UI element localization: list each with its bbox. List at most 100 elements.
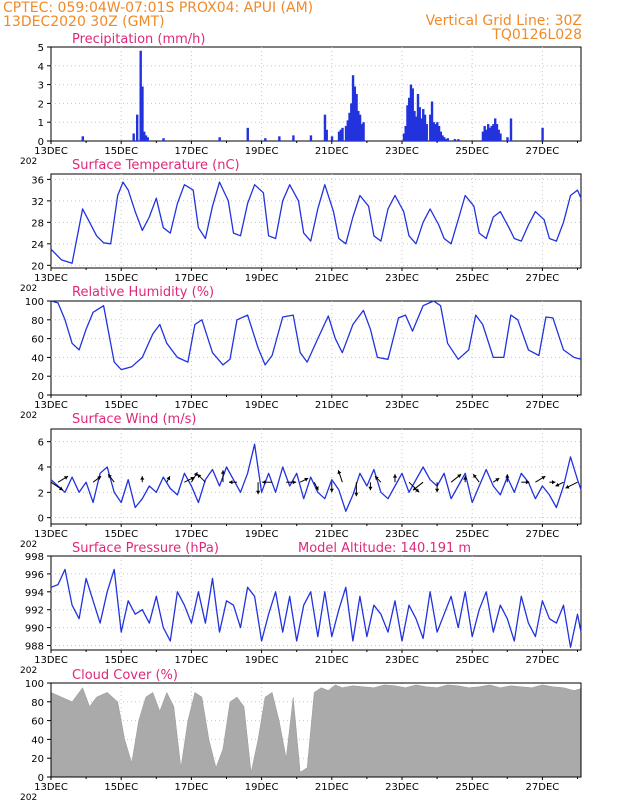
precip-bar	[132, 133, 135, 141]
wind-xtick-label: 25DEC	[455, 529, 489, 540]
precip-bar	[439, 131, 443, 141]
rh-ytick-label: 20	[31, 372, 44, 383]
pressure-xtick-label: 19DEC	[245, 655, 279, 666]
pressure-xtick-sub: 202	[20, 666, 37, 676]
rh-xtick-label: 13DEC	[34, 400, 68, 411]
wind-arrow-head	[292, 480, 297, 485]
precip-xtick-label: 15DEC	[104, 146, 138, 157]
precip-bar	[350, 103, 353, 141]
temp-xtick-label: 19DEC	[245, 273, 279, 284]
precip-bar	[246, 127, 249, 141]
precip-bar	[441, 135, 444, 141]
precip-bar	[406, 105, 409, 141]
rh-xtick-sub: 202	[20, 411, 37, 421]
precip-bar	[495, 124, 499, 141]
rh-title: Relative Humidity (%)	[72, 285, 214, 300]
wind-arrow-head	[337, 470, 342, 475]
wind-arrow-head	[473, 474, 477, 479]
precip-bar	[309, 135, 313, 141]
pressure-frame	[50, 555, 582, 651]
cloud-area	[50, 684, 582, 778]
precip-bar	[339, 129, 342, 141]
pressure-xtick-label: 25DEC	[455, 655, 489, 666]
cloud-ytick-label: 40	[31, 735, 44, 746]
cloud-xtick-label: 15DEC	[104, 782, 138, 793]
precip-bar	[485, 129, 488, 141]
wind-arrow-head	[463, 476, 468, 480]
rh-xtick-label: 27DEC	[526, 400, 560, 411]
precip-bar	[423, 114, 427, 141]
wind-arrow-head	[354, 492, 359, 497]
precip-bar	[135, 114, 139, 141]
wind-ytick-label: 4	[38, 463, 44, 474]
header-line2-right: TQ0126L028	[492, 27, 582, 43]
temp-xtick-label: 15DEC	[104, 273, 138, 284]
wind-arrow-head	[108, 474, 112, 479]
wind-arrow-head	[59, 486, 63, 491]
precip-bar	[143, 131, 146, 141]
cloud-frame-top	[50, 682, 582, 778]
precip-bar	[341, 127, 344, 141]
temp-xtick-label: 27DEC	[526, 273, 560, 284]
rh-xtick-label: 19DEC	[245, 400, 279, 411]
precip-bar	[453, 139, 457, 141]
precip-bar	[325, 129, 328, 141]
temp-ytick-label: 24	[31, 240, 44, 251]
precip-ytick-label: 0	[38, 137, 44, 148]
precip-bar	[323, 114, 327, 141]
precip-bar	[162, 138, 165, 141]
cloud-xtick-label: 23DEC	[385, 782, 419, 793]
precip-ytick-label: 4	[38, 62, 44, 73]
rh-ytick-label: 40	[31, 353, 44, 364]
precip-bar	[360, 124, 364, 141]
precip-bar	[446, 138, 450, 141]
header-line1-right: Vertical Grid Line: 30Z	[425, 13, 582, 29]
precip-bar	[429, 114, 432, 141]
temp-xtick-label: 13DEC	[34, 273, 68, 284]
precip-bar	[425, 124, 428, 141]
rh-ytick-label: 80	[31, 316, 44, 327]
precip-bar	[488, 127, 492, 141]
precip-bar	[483, 125, 486, 141]
wind-xtick-label: 23DEC	[385, 529, 419, 540]
wind-xtick-label: 21DEC	[315, 529, 349, 540]
precip-bar	[497, 129, 500, 141]
wind-arrow-head	[190, 476, 195, 481]
precip-ytick-label: 3	[38, 81, 44, 92]
precip-bar	[81, 136, 84, 141]
precip-bar	[278, 136, 281, 141]
precip-xtick-label: 25DEC	[455, 146, 489, 157]
wind-arrow-head	[140, 476, 145, 480]
wind-xtick-label: 13DEC	[34, 529, 68, 540]
cloud-ytick-label: 80	[31, 698, 44, 709]
cloud-ytick-label: 100	[25, 679, 44, 690]
pressure-ytick-label: 996	[25, 570, 44, 581]
precip-bar	[457, 139, 460, 141]
precip-frame	[50, 46, 582, 142]
precip-bar	[355, 94, 358, 141]
pressure-ytick-label: 998	[25, 552, 44, 563]
pressure-subtitle: Model Altitude: 140.191 m	[298, 541, 471, 556]
wind-xtick-label: 15DEC	[104, 529, 138, 540]
wind-arrow-head	[304, 477, 309, 482]
wind-xtick-sub: 202	[20, 540, 37, 550]
precip-ytick-label: 2	[38, 99, 44, 110]
temp-xtick-label: 23DEC	[385, 273, 419, 284]
wind-arrow-head	[374, 476, 379, 481]
wind-title: Surface Wind (m/s)	[72, 412, 196, 427]
precip-bar	[492, 124, 495, 141]
wind-arrow-head	[368, 486, 373, 491]
pressure-line	[50, 568, 582, 648]
precipitation-panel: 13DEC 15DEC 17DEC 19DEC 21DEC 23DEC 25DEC 27DEC…	[20, 43, 582, 167]
pressure-xtick-label: 17DEC	[175, 655, 209, 666]
pressure-ytick-label: 990	[25, 624, 44, 635]
wind-arrow-head	[565, 484, 570, 489]
precip-bar	[430, 101, 434, 141]
precip-bar	[144, 135, 148, 141]
wind-arrow-head	[256, 490, 261, 495]
wind-arrow-head	[413, 486, 418, 491]
precip-bar	[411, 88, 414, 141]
wind-frame	[50, 428, 582, 525]
wind-arrow-head	[541, 476, 546, 480]
pressure-panel: 13DEC 15DEC 17DEC 19DEC 21DEC 23DEC 25DEC 27DEC…	[20, 552, 582, 676]
